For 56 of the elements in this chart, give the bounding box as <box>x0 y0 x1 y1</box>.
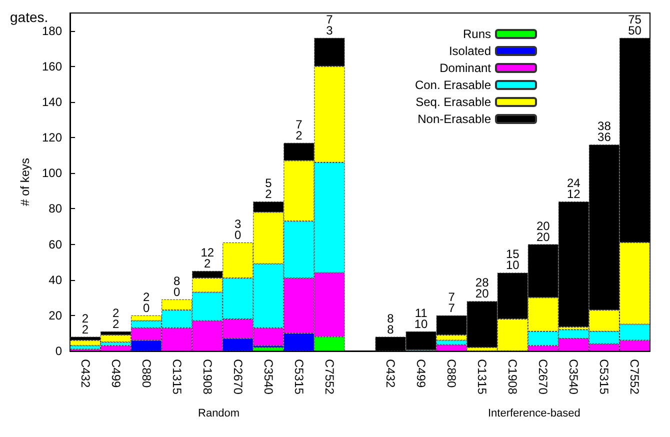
annotation: 20 20 <box>536 218 550 244</box>
x-tick-label: C1315 <box>170 359 184 395</box>
y-tick-label: 160 <box>42 59 62 74</box>
legend-label: Runs <box>462 27 491 41</box>
x-tick-label: C2670 <box>230 359 245 395</box>
annotation: 38 36 <box>598 119 612 144</box>
y-tick-label: 180 <box>42 24 62 38</box>
y-tick-label: 80 <box>48 202 62 216</box>
annotation: 7 7 <box>448 290 456 315</box>
legend-label: Con. Erasable <box>414 78 492 92</box>
x-tick-label: C7552 <box>322 359 336 395</box>
x-tick-label: C432 <box>78 359 92 388</box>
legend-label: Seq. Erasable <box>416 95 492 109</box>
x-tick-label: C1908 <box>506 359 520 395</box>
annotation: 28 20 <box>475 276 490 301</box>
y-tick-label: 140 <box>42 94 62 109</box>
annotation: 3 0 <box>234 216 242 242</box>
x-tick-label: C2670 <box>536 359 550 395</box>
legend-label: Isolated <box>448 44 491 58</box>
annotation: 12 2 <box>200 245 214 270</box>
x-tick-label: C3540 <box>566 359 581 395</box>
annotation: 7 3 <box>326 12 334 38</box>
y-axis-title: # of keys <box>18 158 32 206</box>
annotation: 7 2 <box>296 117 303 142</box>
x-tick-label: C499 <box>414 359 428 388</box>
x-tick-label: C880 <box>444 359 459 388</box>
y-tick-label: 120 <box>42 130 62 145</box>
x-tick-label: C7552 <box>628 359 642 395</box>
annotation: 15 10 <box>506 247 520 272</box>
legend-label: Dominant <box>440 61 492 75</box>
annotation: 11 10 <box>414 306 428 331</box>
text: Interference-based <box>488 408 580 420</box>
x-tick-label: C499 <box>108 359 123 388</box>
text: gates. <box>10 9 48 25</box>
annotation: 75 50 <box>628 12 642 38</box>
y-tick-label: 0 <box>55 344 62 358</box>
x-tick-label: C5315 <box>597 359 612 395</box>
annotation: 24 12 <box>567 176 581 202</box>
x-tick-label: C1908 <box>200 359 214 395</box>
x-tick-label: C432 <box>384 359 398 388</box>
legend-label: Non-Erasable <box>418 112 492 126</box>
y-tick-label: 20 <box>48 308 62 322</box>
annotation: 8 0 <box>174 274 180 299</box>
annotation: 2 2 <box>112 306 120 331</box>
text: Random <box>198 408 240 420</box>
annotation: 2 2 <box>82 311 89 336</box>
x-tick-label: C3540 <box>261 359 276 395</box>
annotation: 2 0 <box>142 290 150 315</box>
y-tick-label: 100 <box>42 166 62 180</box>
annotation: 5 2 <box>265 176 272 202</box>
y-tick-label: 40 <box>48 272 62 287</box>
annotation: 8 8 <box>387 311 394 336</box>
x-tick-label: C1315 <box>475 359 490 395</box>
x-tick-label: C880 <box>139 359 154 388</box>
y-tick-label: 60 <box>48 237 62 252</box>
x-tick-label: C5315 <box>292 359 306 395</box>
